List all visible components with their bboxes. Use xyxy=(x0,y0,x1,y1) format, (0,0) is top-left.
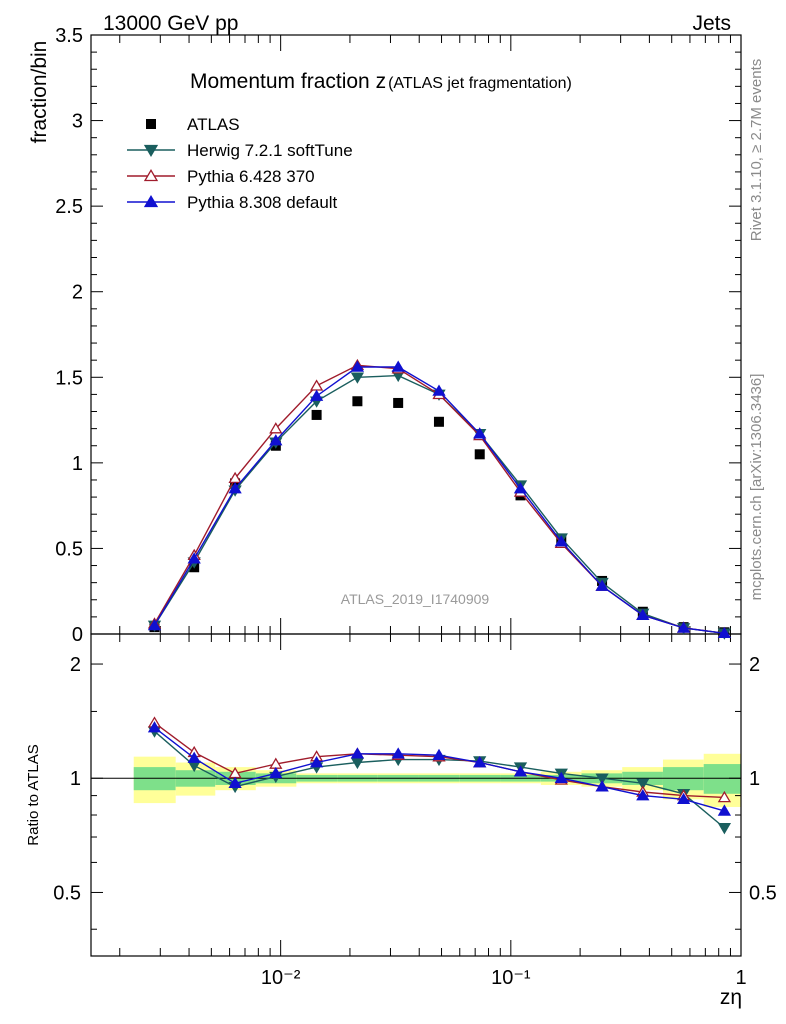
data-point xyxy=(393,397,404,408)
data-point xyxy=(513,482,528,494)
ratio-data-point xyxy=(187,751,201,763)
data-point xyxy=(391,360,405,372)
ratio-data-point xyxy=(391,747,405,759)
data-point xyxy=(147,618,162,631)
y-tick-label: 3.5 xyxy=(55,25,83,47)
ratio-data-point xyxy=(350,747,365,759)
axes: 0 0.5 1 1.5 2 2.5 3 3.5 0.5 0.5 1 1 2 2 10⁻² 10⁻¹ 1 xyxy=(53,25,777,989)
ratio-data-point xyxy=(228,776,242,789)
chart-title-main: Momentum fraction z xyxy=(190,70,386,93)
data-point xyxy=(350,360,365,372)
energy-label: 13000 GeV pp xyxy=(103,12,238,35)
data-point xyxy=(269,434,283,446)
ratio-data-point xyxy=(269,766,283,779)
ratio-y-tick-label-right: 0.5 xyxy=(749,882,777,904)
legend: ATLAS Herwig 7.2.1 softTune Pythia 6.428 3… xyxy=(127,115,353,212)
x-tick-label: 10⁻² xyxy=(261,967,301,989)
ratio-data-point xyxy=(309,756,324,768)
y-tick-label: 2.5 xyxy=(55,196,83,218)
x-tick-label: 1 xyxy=(735,967,746,989)
legend-entry: Herwig 7.2.1 softTune xyxy=(127,141,353,160)
ratio-y-tick-label-right: 2 xyxy=(749,654,760,676)
y-tick-label: 1 xyxy=(72,453,83,475)
chart-title-sub: (ATLAS jet fragmentation) xyxy=(388,75,572,92)
data-point xyxy=(352,396,363,407)
ratio-data-point xyxy=(717,823,732,835)
data-point xyxy=(595,579,609,591)
ratio-data-point xyxy=(636,789,650,801)
ratio-data-point xyxy=(595,780,609,792)
data-point xyxy=(676,621,691,633)
data-point xyxy=(636,608,650,620)
series-pythia-8-308-default xyxy=(147,360,732,816)
ratio-y-axis-label: Ratio to ATLAS xyxy=(25,744,42,845)
ratio-data-point xyxy=(595,773,609,785)
data-point xyxy=(187,552,201,564)
y-tick-label: 0.5 xyxy=(55,538,83,560)
rivet-version-label: Rivet 3.1.10, ≥ 2.7M events xyxy=(748,59,765,242)
y-tick-label: 3 xyxy=(72,111,83,133)
data-point xyxy=(228,482,242,494)
legend-label: Pythia 8.308 default xyxy=(187,193,338,212)
legend-label: Herwig 7.2.1 softTune xyxy=(187,141,353,160)
data-point xyxy=(309,389,324,401)
ratio-y-tick-label-right: 1 xyxy=(749,768,760,790)
ratio-data-point xyxy=(147,721,162,733)
analysis-label: ATLAS_2019_I1740909 xyxy=(341,591,490,607)
data-point xyxy=(554,535,568,547)
data-point xyxy=(432,384,446,396)
legend-entry: ATLAS xyxy=(146,115,240,134)
data-series xyxy=(147,358,732,835)
legend-marker xyxy=(143,169,159,182)
mcplots-label: mcplots.cern.ch [arXiv:1306.3436] xyxy=(748,374,765,601)
data-point xyxy=(717,626,732,639)
legend-marker xyxy=(143,144,159,157)
y-axis-label: fraction/bin xyxy=(28,41,51,144)
ratio-data-point xyxy=(513,765,528,777)
ratio-data-point xyxy=(717,804,732,816)
ratio-y-tick-label: 2 xyxy=(70,654,81,676)
legend-label: ATLAS xyxy=(187,115,240,134)
legend-label: Pythia 6.428 370 xyxy=(187,167,315,186)
ratio-data-point xyxy=(717,790,732,803)
ratio-y-tick-label: 0.5 xyxy=(53,882,81,904)
y-tick-label: 1.5 xyxy=(55,367,83,389)
data-point xyxy=(473,427,487,439)
ratio-data-point xyxy=(473,756,487,768)
ratio-y-tick-label: 1 xyxy=(70,768,81,790)
data-point xyxy=(433,416,444,427)
ratio-data-point xyxy=(432,748,446,760)
y-tick-label: 2 xyxy=(72,282,83,304)
ratio-data-point xyxy=(636,778,650,790)
legend-marker xyxy=(146,119,156,129)
ratio-data-point xyxy=(676,792,691,805)
x-tick-label: 10⁻¹ xyxy=(491,967,531,989)
legend-marker xyxy=(143,195,159,208)
data-point xyxy=(311,409,322,420)
data-point xyxy=(350,372,365,384)
legend-entry: Pythia 6.428 370 xyxy=(127,167,315,186)
ratio-data-point xyxy=(554,771,568,784)
x-axis-label: zη xyxy=(720,986,742,1009)
ratio-band-green xyxy=(703,764,741,794)
chart-title: Momentum fraction z (ATLAS jet fragmentat… xyxy=(190,70,572,93)
category-label: Jets xyxy=(692,12,731,35)
legend-entry: Pythia 8.308 default xyxy=(127,193,338,212)
ratio-plot-frame xyxy=(90,633,742,957)
data-point xyxy=(474,449,485,460)
main-plot-area xyxy=(91,35,741,634)
data-point xyxy=(269,422,283,434)
main-plot-background xyxy=(91,35,741,634)
y-tick-label: 0 xyxy=(72,624,83,646)
